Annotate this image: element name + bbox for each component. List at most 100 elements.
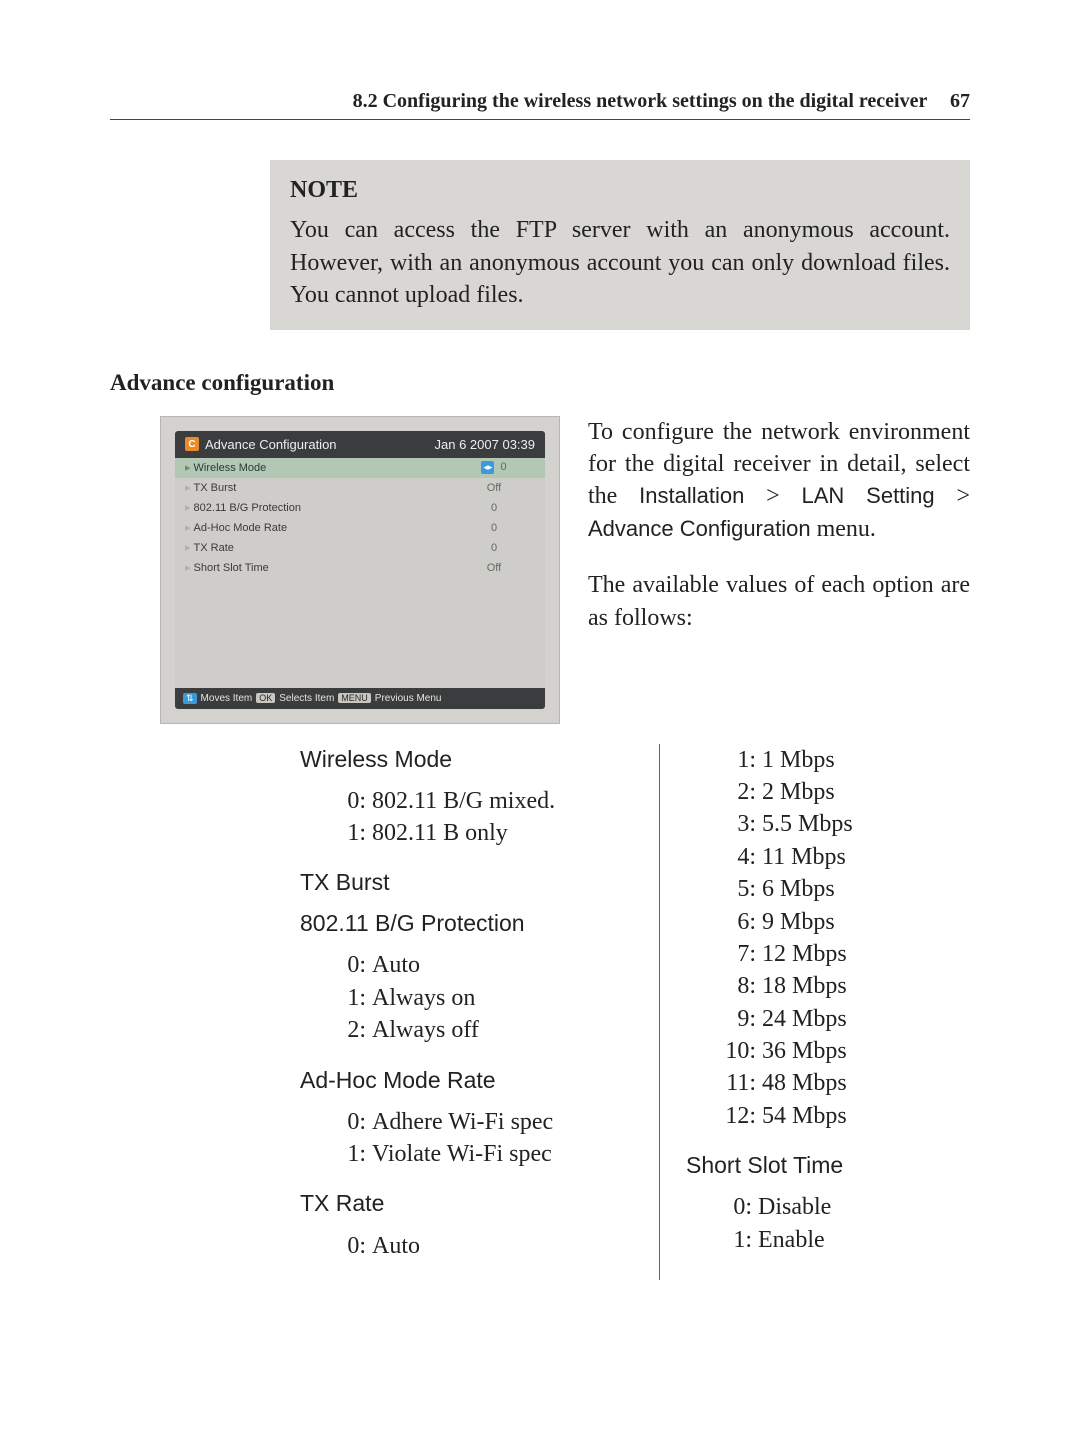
option-label: Violate Wi-Fi spec — [372, 1138, 641, 1170]
option-item: 10:36 Mbps — [716, 1035, 970, 1067]
option-name: Ad-Hoc Mode Rate — [300, 1065, 641, 1096]
option-item: 3:5.5 Mbps — [716, 808, 970, 840]
screenshot-row[interactable]: ▸TX BurstOff — [175, 478, 545, 498]
screenshot-row-label: 802.11 B/G Protection — [194, 502, 449, 514]
option-name: TX Burst — [300, 867, 641, 898]
option-name: Wireless Mode — [300, 744, 641, 775]
option-list: 0:802.11 B/G mixed.1:802.11 B only — [300, 785, 641, 850]
option-item: 1:Always on — [330, 982, 641, 1014]
option-label: 11 Mbps — [762, 841, 970, 873]
screenshot-row-value: 0 — [449, 522, 539, 534]
option-item: 1:802.11 B only — [330, 817, 641, 849]
page-number: 67 — [950, 90, 970, 113]
option-label: 802.11 B only — [372, 817, 641, 849]
help-badge-move-icon: ⇅ — [183, 693, 197, 704]
screenshot-row[interactable]: ▸Short Slot TimeOff — [175, 558, 545, 578]
option-index: 1: — [330, 1138, 372, 1170]
note-title: NOTE — [290, 174, 950, 206]
option-list: 0:Disable1:Enable — [686, 1191, 970, 1256]
option-name: TX Rate — [300, 1188, 641, 1219]
section-heading: Advance configuration — [110, 370, 970, 396]
option-label: Auto — [372, 1230, 641, 1262]
screenshot-row-value: 0 — [449, 542, 539, 554]
help-text-prev: Previous Menu — [375, 693, 442, 704]
chevron-icon: ▸ — [185, 541, 191, 554]
option-item: 0:Auto — [330, 949, 641, 981]
option-item: 1:Enable — [716, 1224, 970, 1256]
option-index: 0: — [330, 1106, 372, 1138]
option-label: Always off — [372, 1014, 641, 1046]
running-header-text: 8.2 Configuring the wireless network set… — [353, 90, 927, 112]
option-index: 7: — [716, 938, 762, 970]
option-item: 1:1 Mbps — [716, 744, 970, 776]
option-index: 0: — [330, 949, 372, 981]
option-item: 0:Disable — [716, 1191, 970, 1223]
option-index: 10: — [716, 1035, 762, 1067]
option-label: 5.5 Mbps — [762, 808, 970, 840]
option-index: 8: — [716, 970, 762, 1002]
screenshot-row-label: Ad-Hoc Mode Rate — [194, 522, 449, 534]
option-item: 6:9 Mbps — [716, 906, 970, 938]
options-col-left: Wireless Mode0:802.11 B/G mixed.1:802.11… — [300, 744, 660, 1280]
option-index: 1: — [330, 817, 372, 849]
options-columns: Wireless Mode0:802.11 B/G mixed.1:802.11… — [300, 744, 970, 1280]
left-right-icon: ◂▸ — [481, 461, 494, 474]
screenshot-row-label: TX Rate — [194, 542, 449, 554]
screenshot-row-label: Wireless Mode — [194, 462, 449, 474]
chevron-icon: ▸ — [185, 561, 191, 574]
option-item: 1:Violate Wi-Fi spec — [330, 1138, 641, 1170]
help-badge-menu: MENU — [338, 693, 371, 703]
option-label: 6 Mbps — [762, 873, 970, 905]
side-para-2: The available values of each option are … — [588, 569, 970, 634]
option-label: 2 Mbps — [762, 776, 970, 808]
option-index: 1: — [330, 982, 372, 1014]
chevron-icon: ▸ — [185, 521, 191, 534]
help-badge-ok: OK — [256, 693, 275, 703]
screenshot-row-value: 0 — [449, 502, 539, 514]
option-list: 0:Adhere Wi-Fi spec1:Violate Wi-Fi spec — [300, 1106, 641, 1171]
option-name: 802.11 B/G Protection — [300, 908, 641, 939]
option-label: Disable — [758, 1191, 970, 1223]
option-label: 18 Mbps — [762, 970, 970, 1002]
page: 8.2 Configuring the wireless network set… — [0, 0, 1080, 1439]
option-label: Adhere Wi-Fi spec — [372, 1106, 641, 1138]
options-col-right: 1:1 Mbps2:2 Mbps3:5.5 Mbps4:11 Mbps5:6 M… — [660, 744, 970, 1280]
option-label: 9 Mbps — [762, 906, 970, 938]
screenshot-timestamp: Jan 6 2007 03:39 — [435, 437, 535, 452]
option-index: 2: — [716, 776, 762, 808]
screenshot-row[interactable]: ▸TX Rate0 — [175, 538, 545, 558]
option-index: 9: — [716, 1003, 762, 1035]
option-index: 2: — [330, 1014, 372, 1046]
option-index: 3: — [716, 808, 762, 840]
screenshot-helpbar: ⇅ Moves Item OK Selects Item MENU Previo… — [175, 688, 545, 709]
option-name: Short Slot Time — [686, 1150, 970, 1181]
option-item: 0:Adhere Wi-Fi spec — [330, 1106, 641, 1138]
option-label: 24 Mbps — [762, 1003, 970, 1035]
app-icon: C — [185, 437, 199, 451]
screenshot-row[interactable]: ▸802.11 B/G Protection0 — [175, 498, 545, 518]
help-text-move: Moves Item — [201, 693, 253, 704]
screenshot-row-value: ◂▸0 — [449, 461, 539, 474]
option-label: Auto — [372, 949, 641, 981]
screenshot-row-label: Short Slot Time — [194, 562, 449, 574]
option-index: 6: — [716, 906, 762, 938]
option-index: 0: — [716, 1191, 758, 1223]
screenshot-row[interactable]: ▸Ad-Hoc Mode Rate0 — [175, 518, 545, 538]
option-item: 12:54 Mbps — [716, 1100, 970, 1132]
option-index: 1: — [716, 744, 762, 776]
screenshot-row[interactable]: ▸Wireless Mode◂▸0 — [175, 458, 545, 478]
screenshot-row-value: Off — [449, 482, 539, 494]
note-body: You can access the FTP server with an an… — [290, 214, 950, 311]
screenshot: C Advance Configuration Jan 6 2007 03:39… — [160, 416, 560, 724]
option-index: 5: — [716, 873, 762, 905]
note-box: NOTE You can access the FTP server with … — [270, 160, 970, 330]
option-index: 11: — [716, 1067, 762, 1099]
option-index: 12: — [716, 1100, 762, 1132]
side-paragraphs: To configure the network environment for… — [588, 416, 970, 658]
option-item: 7:12 Mbps — [716, 938, 970, 970]
option-label: 802.11 B/G mixed. — [372, 785, 641, 817]
screenshot-blank-area — [175, 578, 545, 688]
option-item: 8:18 Mbps — [716, 970, 970, 1002]
chevron-icon: ▸ — [185, 501, 191, 514]
chevron-icon: ▸ — [185, 461, 191, 474]
